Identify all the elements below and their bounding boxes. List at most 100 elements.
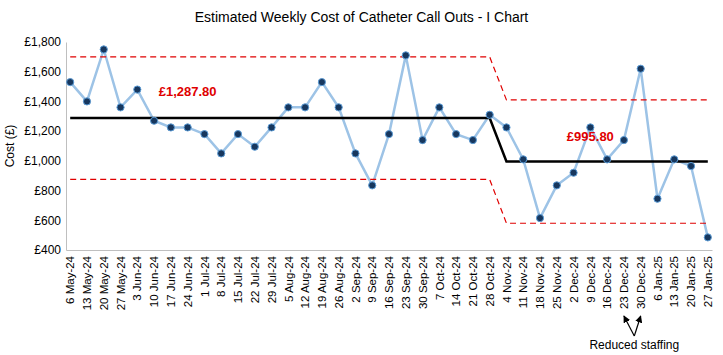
x-tick-label: 1 Jul-24 xyxy=(199,255,211,297)
data-point xyxy=(117,104,124,111)
data-point xyxy=(419,136,426,143)
data-point xyxy=(201,131,208,138)
data-point xyxy=(704,234,711,241)
y-tick: £1,200 xyxy=(24,124,66,138)
y-tick: £1,000 xyxy=(24,154,66,168)
title: Estimated Weekly Cost of Catheter Call O… xyxy=(195,9,529,25)
data-point xyxy=(234,131,241,138)
x-tick: 13 Jan-25 xyxy=(668,250,680,307)
data-point xyxy=(268,124,275,131)
x-tick-label: 9 Dec-24 xyxy=(585,255,597,302)
x-tick-label: 30 Dec-24 xyxy=(635,255,647,309)
x-tick-label: 4 Nov-24 xyxy=(501,255,513,302)
x-tick: 7 Oct-24 xyxy=(434,250,446,300)
y-tick: £400 xyxy=(34,243,66,257)
mean-label: £1,287.80 xyxy=(159,84,217,99)
x-tick-label: 14 Oct-24 xyxy=(450,255,462,306)
x-tick: 20 Jan-25 xyxy=(685,250,697,307)
y-axis-line xyxy=(66,43,67,251)
y-tick: £1,600 xyxy=(24,65,66,79)
x-tick: 29 Jul-24 xyxy=(266,250,278,303)
plot-area xyxy=(67,46,712,241)
x-tick: 27 May-24 xyxy=(115,250,127,310)
x-tick: 12 Aug-24 xyxy=(299,250,311,308)
x-tick-label: 20 Jan-25 xyxy=(685,256,697,307)
x-tick-label: 13 May-24 xyxy=(81,255,93,310)
x-tick-label: 30 Sep-24 xyxy=(417,255,429,309)
data-point xyxy=(671,156,678,163)
data-point xyxy=(687,162,694,169)
mean-label: £995.80 xyxy=(567,129,614,144)
x-tick: 2 Sep-24 xyxy=(350,250,362,303)
annotation: Reduced staffing xyxy=(589,338,679,352)
x-tick: 15 Jul-24 xyxy=(232,250,244,303)
x-tick: 22 Jul-24 xyxy=(249,250,261,303)
data-point xyxy=(385,131,392,138)
data-point xyxy=(302,104,309,111)
x-tick: 13 May-24 xyxy=(81,250,93,310)
y-tick-label: £600 xyxy=(34,214,61,228)
annotation-arrow xyxy=(634,316,640,336)
limit-line xyxy=(70,57,708,100)
x-axis-line xyxy=(67,250,713,251)
data-point xyxy=(167,124,174,131)
y-tick: £600 xyxy=(34,214,66,228)
y-axis: £400£600£800£1,000£1,200£1,400£1,600£1,8… xyxy=(24,35,66,257)
x-tick: 2 Dec-24 xyxy=(568,250,580,303)
annotation-arrow xyxy=(624,316,634,336)
x-tick-label: 26 Aug-24 xyxy=(333,255,345,308)
data-point xyxy=(469,136,476,143)
x-tick-label: 11 Nov-24 xyxy=(517,255,529,308)
x-tick-label: 5 Aug-24 xyxy=(283,255,295,302)
x-tick-label: 8 Jul-24 xyxy=(215,255,227,297)
x-tick-label: 3 Jun-24 xyxy=(131,255,143,300)
data-point xyxy=(218,150,225,157)
x-tick-label: 22 Jul-24 xyxy=(249,255,261,303)
x-tick-label: 10 Jun-24 xyxy=(148,255,160,307)
x-tick: 3 Jun-24 xyxy=(131,250,143,301)
x-tick-label: 7 Oct-24 xyxy=(434,255,446,300)
x-tick-label: 28 Oct-24 xyxy=(484,255,496,306)
data-point xyxy=(536,214,543,221)
data-point xyxy=(352,150,359,157)
x-tick-label: 9 Sep-24 xyxy=(366,255,378,302)
data-point xyxy=(335,104,342,111)
data-point xyxy=(604,156,611,163)
data-point xyxy=(486,111,493,118)
x-tick: 25 Nov-24 xyxy=(551,250,563,309)
mean-line xyxy=(70,118,708,161)
limit-line xyxy=(70,179,708,223)
x-tick: 27 Jan-25 xyxy=(702,250,714,307)
x-tick: 8 Jul-24 xyxy=(215,250,227,297)
x-tick-label: 16 Dec-24 xyxy=(601,255,613,309)
x-tick: 30 Dec-24 xyxy=(635,250,647,309)
x-tick-label: 27 May-24 xyxy=(115,255,127,310)
data-point xyxy=(637,65,644,72)
x-tick-label: 29 Jul-24 xyxy=(266,255,278,303)
chart: Estimated Weekly Cost of Catheter Call O… xyxy=(0,0,723,355)
x-tick: 19 Aug-24 xyxy=(316,250,328,308)
data-point xyxy=(520,156,527,163)
x-tick: 10 Jun-24 xyxy=(148,250,160,307)
x-axis: 6 May-2413 May-2420 May-2427 May-243 Jun… xyxy=(64,250,714,310)
x-tick: 6 Jan-25 xyxy=(652,250,664,301)
y-tick-label: £1,600 xyxy=(24,65,61,79)
x-tick-label: 21 Oct-24 xyxy=(467,255,479,306)
x-tick-label: 18 Nov-24 xyxy=(534,255,546,309)
x-tick-label: 17 Jun-24 xyxy=(165,255,177,307)
data-point xyxy=(453,131,460,138)
x-tick: 4 Nov-24 xyxy=(501,250,513,303)
y-tick-label: £800 xyxy=(34,184,61,198)
data-point xyxy=(251,143,258,150)
x-tick: 9 Dec-24 xyxy=(585,250,597,303)
x-tick: 21 Oct-24 xyxy=(467,250,479,307)
data-point xyxy=(503,124,510,131)
data-point xyxy=(620,136,627,143)
x-tick-label: 23 Dec-24 xyxy=(618,255,630,309)
x-tick: 26 Aug-24 xyxy=(333,250,345,308)
x-tick: 1 Jul-24 xyxy=(199,250,211,297)
x-tick: 30 Sep-24 xyxy=(417,250,429,309)
x-tick-label: 16 Sep-24 xyxy=(383,255,395,309)
y-tick: £1,800 xyxy=(24,35,66,49)
x-tick: 18 Nov-24 xyxy=(534,250,546,309)
